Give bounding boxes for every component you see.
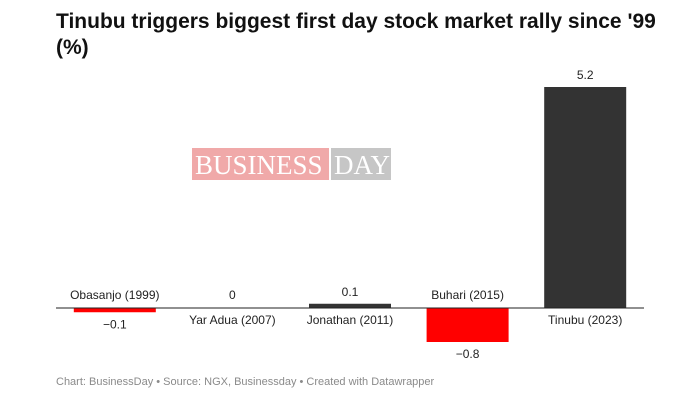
value-label-yar-adua-2007: 0: [229, 288, 236, 302]
bar-obasanjo-1999: [73, 308, 156, 313]
category-label-buhari-2015: Buhari (2015): [431, 288, 504, 302]
category-label-yar-adua-2007: Yar Adua (2007): [189, 313, 276, 327]
chart-footer: Chart: BusinessDay • Source: NGX, Busine…: [56, 376, 435, 388]
bar-jonathan-2011: [309, 303, 391, 308]
watermark-right-box: [331, 148, 391, 180]
bar-tinubu-2023: [544, 87, 627, 308]
category-label-tinubu-2023: Tinubu (2023): [548, 313, 622, 327]
bars-group: [73, 87, 627, 342]
watermark-left-text: BUSINESS: [195, 150, 323, 180]
watermark-left-box: [192, 148, 329, 180]
category-label-obasanjo-1999: Obasanjo (1999): [70, 288, 159, 302]
labels-group: Obasanjo (1999) −0.1 Yar Adua (2007) 0 Jonat…: [70, 68, 622, 361]
chart-title: Tinubu triggers biggest first day stock …: [56, 10, 656, 59]
value-label-buhari-2015: −0.8: [456, 347, 480, 361]
bar-buhari-2015: [426, 308, 509, 342]
value-label-obasanjo-1999: −0.1: [103, 317, 127, 331]
category-label-jonathan-2011: Jonathan (2011): [307, 313, 394, 327]
value-label-tinubu-2023: 5.2: [577, 68, 594, 82]
watermark-right-text: DAY: [334, 150, 390, 180]
watermark: BUSINESS DAY: [192, 148, 391, 180]
value-label-jonathan-2011: 0.1: [342, 285, 359, 299]
